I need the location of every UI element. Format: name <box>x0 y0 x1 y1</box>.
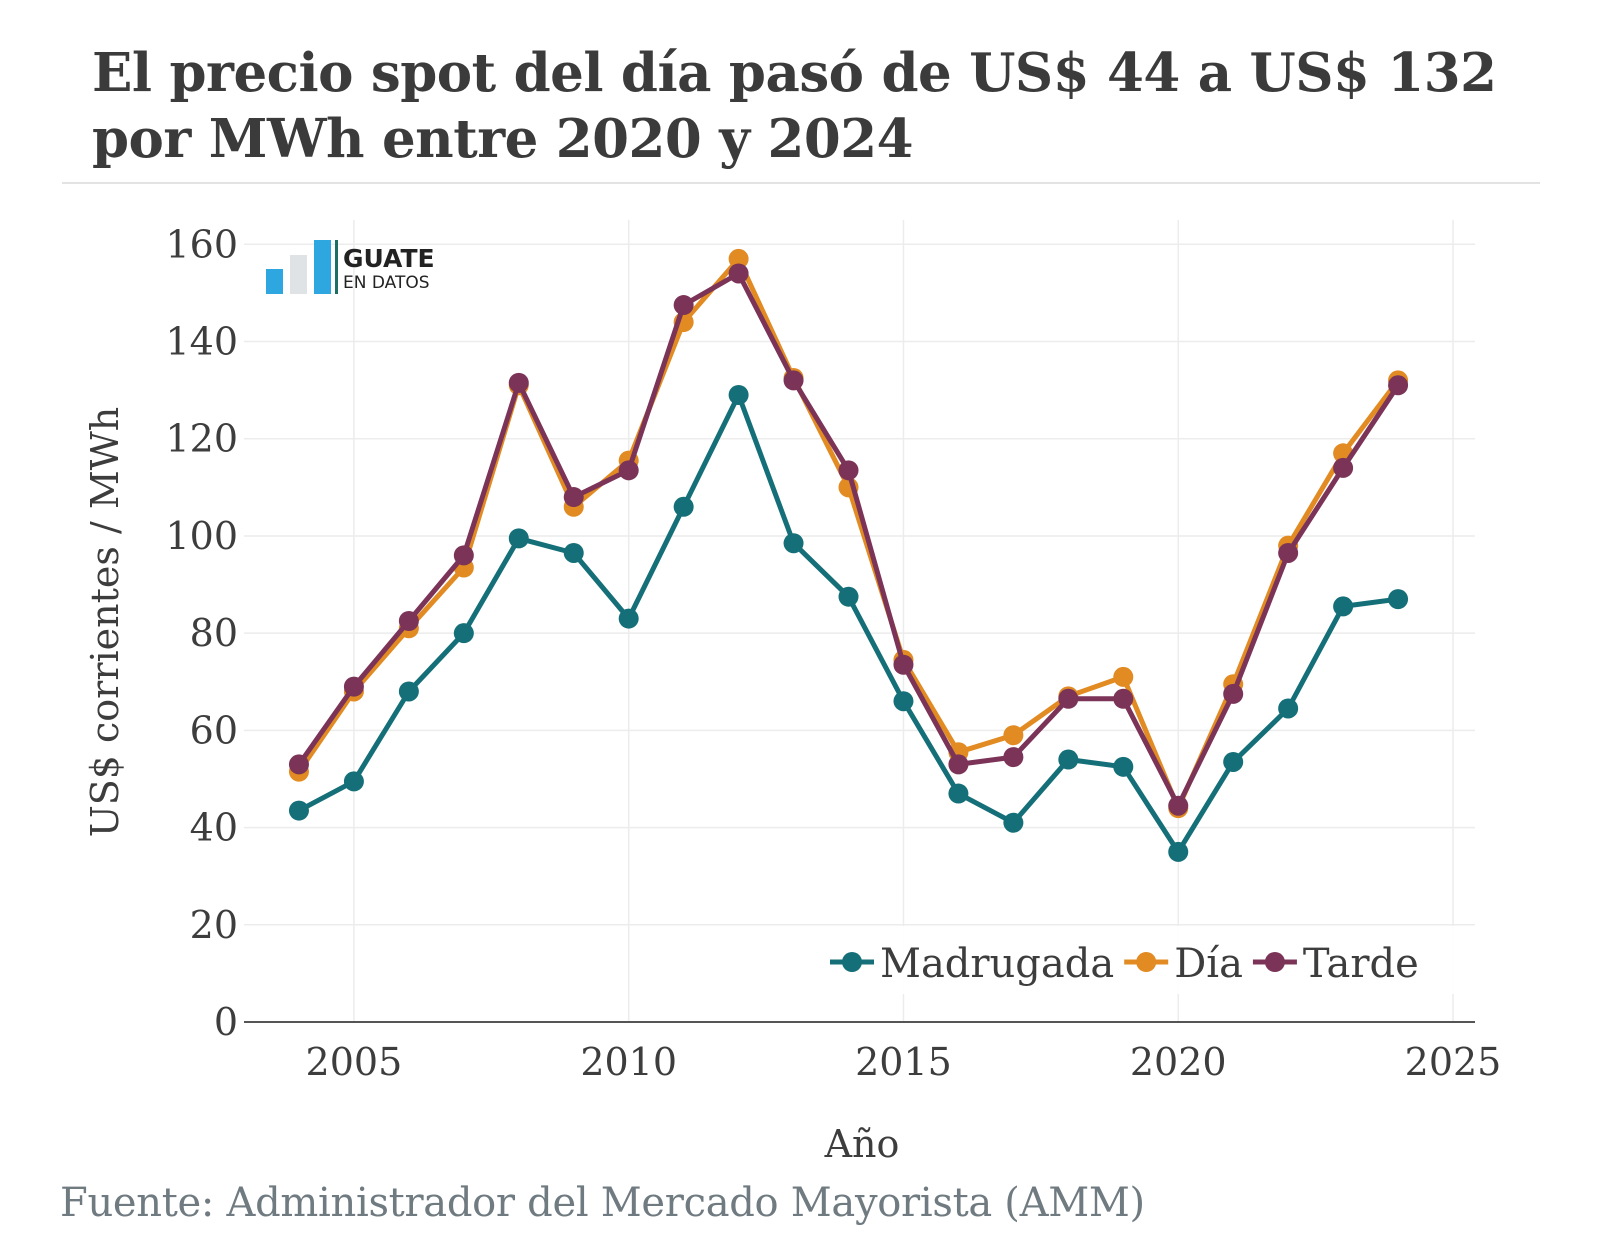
y-tick-label: 0 <box>214 1000 238 1044</box>
legend-item: Día <box>1124 941 1243 987</box>
legend-item: Tarde <box>1252 941 1419 987</box>
data-point <box>1278 542 1299 563</box>
data-point <box>343 771 364 792</box>
data-point <box>618 608 639 629</box>
data-point <box>783 533 804 554</box>
series-lines <box>288 248 1409 862</box>
data-point <box>838 460 859 481</box>
data-point <box>288 800 309 821</box>
grid-lines <box>244 220 1475 1022</box>
y-tick-label: 20 <box>190 903 238 947</box>
x-tick-label: 2015 <box>855 1040 952 1084</box>
data-point <box>1168 841 1189 862</box>
data-point <box>563 542 584 563</box>
y-axis-label: US$ corrientes / MWh <box>83 407 127 838</box>
data-point <box>1003 725 1024 746</box>
data-point <box>1003 812 1024 833</box>
legend-label: Madrugada <box>880 941 1114 987</box>
data-point <box>783 370 804 391</box>
data-point <box>508 372 529 393</box>
chart-title: El precio spot del día pasó de US$ 44 a … <box>92 42 1497 170</box>
y-tick-label: 60 <box>190 708 238 752</box>
x-tick-label: 2010 <box>580 1040 677 1084</box>
data-point <box>1388 375 1409 396</box>
legend-item: Madrugada <box>830 941 1114 987</box>
y-tick-label: 100 <box>165 514 238 558</box>
data-point <box>1333 596 1354 617</box>
legend-swatch-marker <box>1264 952 1285 972</box>
legend: Madrugada Día Tarde <box>820 926 1475 994</box>
data-point <box>893 654 914 675</box>
legend-swatch-marker <box>842 952 862 972</box>
legend-swatch-marker <box>1136 952 1157 972</box>
data-point <box>728 248 749 269</box>
data-point <box>948 754 969 775</box>
data-point <box>1333 457 1354 478</box>
x-axis-label: Año <box>824 1122 900 1166</box>
x-tick-labels: 2005 2010 2015 2020 2025 <box>306 1040 1502 1084</box>
logo-text-en-datos: EN DATOS <box>343 273 430 293</box>
title-divider <box>62 182 1540 184</box>
data-point <box>1223 751 1244 772</box>
line-chart: 2005 2010 2015 2020 2025 0 20 40 60 80 100 120 140 1… <box>83 220 1502 1166</box>
data-point <box>1168 795 1189 816</box>
y-tick-label: 80 <box>190 611 238 655</box>
data-point <box>343 676 364 697</box>
legend-label: Tarde <box>1303 941 1419 987</box>
data-point <box>1003 747 1024 768</box>
data-point <box>563 487 584 508</box>
x-tick-label: 2005 <box>306 1040 403 1084</box>
data-point <box>1113 756 1134 777</box>
x-tick-label: 2020 <box>1130 1040 1227 1084</box>
data-point <box>398 611 419 631</box>
guate-en-datos-logo: GUATE EN DATOS <box>266 240 435 294</box>
data-point <box>1223 683 1244 704</box>
series-tarde <box>288 263 1409 816</box>
logo-bar-1 <box>266 269 283 294</box>
data-point <box>1278 698 1299 719</box>
data-point <box>508 528 529 549</box>
y-tick-label: 120 <box>165 417 238 461</box>
y-tick-label: 40 <box>190 806 238 850</box>
data-point <box>453 623 474 644</box>
y-tick-labels: 0 20 40 60 80 100 120 140 160 <box>165 222 238 1044</box>
logo-text-guate: GUATE <box>343 244 435 273</box>
data-point <box>618 460 639 481</box>
logo-divider <box>335 240 338 294</box>
logo-bar-2 <box>290 255 307 294</box>
data-point <box>893 691 914 712</box>
data-point <box>673 295 694 316</box>
logo-bar-3 <box>314 240 331 294</box>
data-point <box>453 545 474 566</box>
data-point <box>1113 688 1134 709</box>
source-note: Fuente: Administrador del Mercado Mayori… <box>60 1180 1145 1226</box>
series-d-a <box>288 248 1409 819</box>
legend-label: Día <box>1174 941 1243 987</box>
y-tick-label: 140 <box>165 320 238 364</box>
data-point <box>1058 749 1079 770</box>
series-line <box>296 271 1401 809</box>
data-point <box>1058 688 1079 709</box>
data-point <box>728 384 749 405</box>
y-tick-label: 160 <box>165 222 238 266</box>
data-point <box>288 754 309 775</box>
data-point <box>1388 589 1409 610</box>
data-point <box>1113 666 1134 687</box>
series-madrugada <box>288 384 1409 862</box>
data-point <box>398 681 419 702</box>
data-point <box>728 263 749 284</box>
data-point <box>948 783 969 804</box>
data-point <box>673 496 694 517</box>
data-point <box>838 586 859 607</box>
x-tick-label: 2025 <box>1405 1040 1502 1084</box>
